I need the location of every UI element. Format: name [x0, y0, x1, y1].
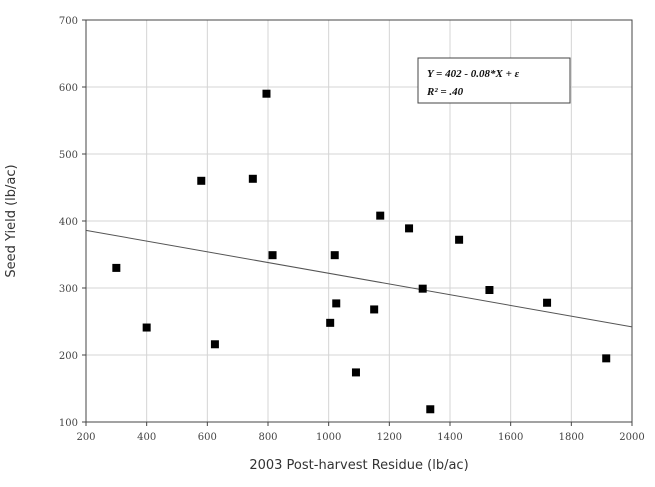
x-tick-label: 1200	[377, 432, 402, 443]
regression-line	[85, 229, 633, 328]
data-point	[426, 405, 435, 414]
equation-box: Y = 402 - 0.08*X + ε R² = .40	[417, 57, 571, 104]
data-point	[405, 224, 414, 233]
data-point	[351, 368, 360, 377]
data-point	[543, 298, 552, 307]
data-point	[332, 299, 341, 308]
equation-box-frame	[417, 57, 571, 104]
x-tick-label: 1400	[437, 432, 462, 443]
data-point	[370, 305, 379, 314]
r-squared-text: R² = .40	[426, 86, 464, 98]
data-point	[142, 323, 151, 332]
y-tick-label: 400	[59, 217, 78, 228]
y-tick-label: 200	[59, 351, 78, 362]
data-point	[112, 263, 121, 272]
data-point	[330, 251, 339, 260]
data-point	[418, 284, 427, 293]
x-tick-label: 800	[258, 432, 277, 443]
x-tick-label: 1600	[498, 432, 523, 443]
equation-text: Y = 402 - 0.08*X + ε	[427, 68, 520, 80]
data-point	[262, 89, 271, 98]
x-tick-label: 200	[76, 432, 95, 443]
data-point	[197, 176, 206, 185]
x-tick-label: 2000	[619, 432, 644, 443]
data-point	[376, 211, 385, 220]
data-point	[485, 286, 494, 295]
x-tick-label: 400	[137, 432, 156, 443]
y-tick-label: 700	[59, 16, 78, 27]
y-tick-label: 300	[59, 284, 78, 295]
y-tick-label: 100	[59, 418, 78, 429]
data-point	[455, 235, 464, 244]
x-tick-label: 1000	[316, 432, 341, 443]
data-point	[268, 251, 277, 260]
x-axis-label: 2003 Post-harvest Residue (lb/ac)	[249, 458, 468, 473]
x-tick-label: 1800	[559, 432, 584, 443]
data-point	[602, 354, 611, 363]
data-point	[326, 318, 335, 327]
y-axis-label: Seed Yield (lb/ac)	[4, 164, 19, 277]
x-axis-ticks: 200 400 600 800 1000 1200 1400 1600 1800 2000	[76, 422, 645, 443]
y-axis-ticks: 100 200 300 400 500 600 700	[59, 16, 86, 429]
x-tick-label: 600	[198, 432, 217, 443]
y-tick-label: 500	[59, 150, 78, 161]
data-points	[112, 89, 611, 414]
y-tick-label: 600	[59, 83, 78, 94]
data-point	[248, 174, 257, 183]
data-point	[210, 340, 219, 349]
